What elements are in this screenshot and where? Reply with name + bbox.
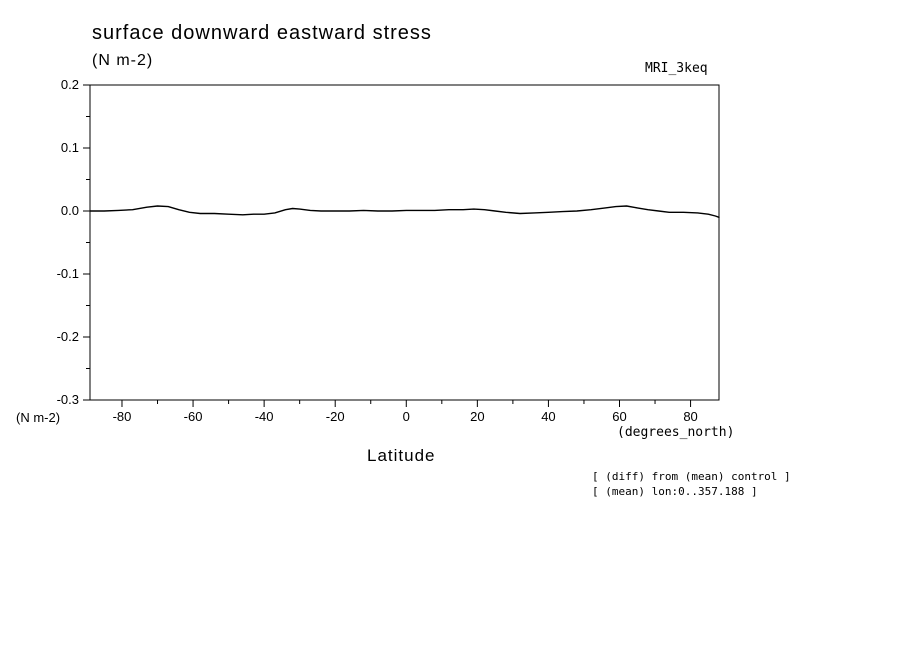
x-units-label: (degrees_north) [617, 425, 735, 440]
y-tick-label: 0.2 [61, 77, 79, 92]
x-tick-label: 20 [470, 409, 484, 424]
x-tick-label: -80 [113, 409, 132, 424]
x-tick-label: 80 [683, 409, 697, 424]
x-tick-label: 0 [403, 409, 410, 424]
x-tick-label: -40 [255, 409, 274, 424]
x-axis-title: Latitude [367, 446, 436, 465]
y-units-bottom-label: (N m-2) [16, 410, 61, 425]
x-tick-label: 60 [612, 409, 626, 424]
x-tick-label: -60 [184, 409, 203, 424]
y-tick-label: -0.2 [57, 329, 79, 344]
y-tick-label: -0.3 [57, 392, 79, 407]
annotation-diff-from-control: [ (diff) from (mean) control ] [592, 470, 791, 483]
model-label: MRI_3keq [645, 61, 708, 76]
y-tick-label: 0.1 [61, 140, 79, 155]
y-tick-label: -0.1 [57, 266, 79, 281]
annotation-mean-lon-range: [ (mean) lon:0..357.188 ] [592, 485, 758, 498]
x-tick-label: 40 [541, 409, 555, 424]
x-tick-label: -20 [326, 409, 345, 424]
chart-title: surface downward eastward stress [92, 22, 432, 44]
y-tick-label: 0.0 [61, 203, 79, 218]
plot-border [89, 84, 720, 401]
data-line [89, 205, 720, 219]
y-units-top-label: (N m-2) [92, 52, 154, 69]
